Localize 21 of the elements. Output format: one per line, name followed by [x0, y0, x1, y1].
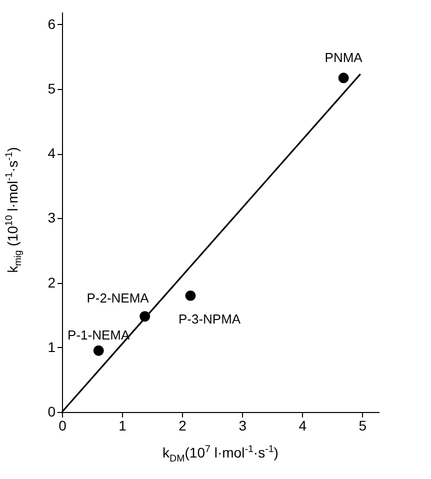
x-tick-label: 5: [358, 418, 367, 434]
annotation: P-3-NPMA: [178, 312, 241, 327]
y-tick-label: 6: [48, 16, 56, 32]
y-tick-label: 5: [48, 80, 56, 96]
point: [185, 290, 196, 301]
y-tick-label: 3: [48, 210, 56, 226]
y-tick-label: 4: [48, 145, 56, 162]
y-tick-label: 2: [48, 274, 56, 290]
point: [93, 345, 104, 356]
x-tick-label: 3: [238, 418, 247, 434]
y-tick-label: 1: [48, 338, 56, 355]
x-tick-label: 2: [178, 418, 187, 434]
x-tick-label: 1: [118, 418, 127, 434]
x-tick-label: 0: [58, 418, 67, 434]
text: k$_{DM}$(10$^{7}$ l·mol$^{-1}$·s$^{-1}$): [162, 444, 278, 464]
x-tick-label: 4: [298, 418, 307, 434]
annotation: PNMA: [324, 50, 363, 65]
y-tick-label: 0: [48, 404, 56, 420]
point: [338, 72, 349, 84]
annotation: P-2-NEMA: [86, 290, 150, 306]
annotation: P-1-NEMA: [68, 328, 130, 343]
